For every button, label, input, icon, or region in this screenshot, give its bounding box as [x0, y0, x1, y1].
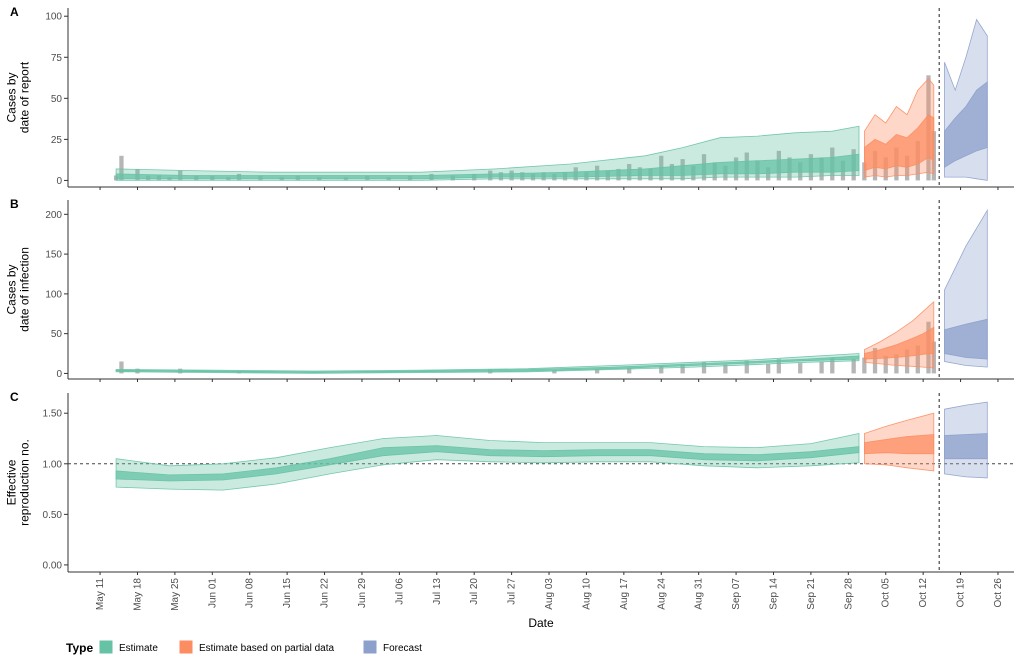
x-tick-label: Oct 12 — [918, 578, 929, 608]
data-bar — [723, 364, 728, 374]
data-bar — [872, 347, 878, 374]
data-bar — [915, 345, 920, 374]
panel-tag: A — [10, 5, 19, 19]
x-axis-title: Date — [528, 616, 554, 630]
data-bar — [680, 363, 685, 374]
forecast-interval-50 — [944, 318, 988, 360]
data-bar — [594, 369, 600, 374]
panel-tag: B — [10, 197, 19, 211]
legend: Type Estimate Estimate based on partial da… — [66, 639, 422, 655]
x-tick-label: Jul 13 — [432, 578, 443, 605]
legend-key-estimate — [98, 639, 114, 655]
x-tick-label: Jun 22 — [320, 578, 331, 608]
x-tick-label: May 25 — [170, 578, 181, 611]
legend-label-estimate: Estimate — [119, 643, 158, 654]
y-tick-label: 0 — [56, 176, 62, 187]
y-tick-label: 200 — [45, 210, 62, 221]
forecast-interval-50 — [944, 81, 988, 169]
x-tick-label: Sep 21 — [806, 578, 817, 610]
x-tick-label: Aug 31 — [694, 578, 705, 610]
data-bar — [851, 359, 856, 374]
estimate-interval-50 — [115, 445, 860, 482]
legend-key-partial — [178, 639, 194, 655]
y-tick-label: 1.00 — [43, 459, 63, 470]
x-tick-label: Oct 26 — [993, 578, 1004, 608]
partial-interval-50 — [864, 114, 935, 172]
y-tick-label: 50 — [51, 329, 63, 340]
x-tick-label: Jun 15 — [282, 578, 293, 608]
x-tick-label: Sep 07 — [731, 578, 742, 610]
x-tick-label: Oct 05 — [881, 578, 892, 608]
y-tick-label: 75 — [51, 53, 63, 64]
legend-key-forecast — [362, 639, 378, 655]
y-tick-label: 25 — [51, 135, 63, 146]
data-bar — [830, 357, 835, 374]
x-tick-label: Jul 20 — [469, 578, 480, 605]
data-bar — [798, 363, 803, 374]
x-tick-label: May 11 — [95, 578, 106, 610]
x-tick-label: Jun 08 — [245, 578, 256, 608]
panel-tag: C — [10, 390, 19, 404]
data-bar — [766, 363, 771, 374]
y-axis-title: Cases by — [5, 72, 19, 122]
x-tick-label: Sep 28 — [843, 578, 854, 610]
x-tick-label: Aug 17 — [619, 578, 630, 610]
y-tick-label: 100 — [45, 12, 62, 23]
y-axis-title: date of infection — [18, 247, 32, 332]
panel-b: B Cases by date of infection 0 50 100 150 200 — [5, 197, 1014, 382]
y-axis-title: Cases by — [5, 264, 19, 314]
estimate-interval-90 — [115, 433, 860, 491]
partial-interval-50 — [864, 326, 935, 360]
x-tick-label: Jul 27 — [507, 578, 518, 605]
x-tick-label: May 18 — [132, 578, 143, 611]
data-bar — [119, 361, 124, 374]
x-tick-label: Aug 10 — [581, 578, 592, 610]
y-tick-label: 1.50 — [43, 409, 63, 420]
data-bar — [627, 367, 632, 374]
data-bar — [904, 155, 910, 181]
x-axis-labels: May 11 May 18 May 25 Jun 01 Jun 08 Jun 15 Jun … — [95, 578, 1004, 611]
data-bar — [119, 155, 124, 181]
data-bar — [744, 360, 749, 374]
y-tick-label: 0.50 — [43, 510, 63, 521]
y-tick-label: 150 — [45, 250, 62, 261]
estimate-interval-50 — [115, 153, 860, 180]
y-axis-title: reproduction no. — [18, 439, 32, 526]
x-tick-label: Sep 14 — [768, 578, 779, 610]
y-axis-title: Effective — [5, 459, 19, 505]
partial-interval-50 — [864, 434, 935, 455]
panel-a: A Cases by date of report 0 25 50 75 100 — [5, 5, 1014, 190]
data-bar — [552, 370, 557, 374]
y-tick-label: 100 — [45, 289, 62, 300]
y-axis-title: date of report — [18, 61, 32, 133]
data-bar — [701, 361, 707, 374]
x-tick-label: Jul 06 — [394, 578, 405, 605]
y-tick-label: 0 — [56, 369, 62, 380]
legend-label-partial: Estimate based on partial data — [199, 643, 335, 654]
x-tick-label: Aug 24 — [656, 578, 667, 610]
data-bar — [766, 167, 771, 181]
forecast-interval-50 — [944, 433, 988, 460]
x-tick-label: Jun 01 — [207, 578, 218, 608]
estimate-interval-50 — [115, 355, 860, 374]
legend-label-forecast: Forecast — [383, 643, 422, 654]
data-bar — [862, 357, 867, 374]
y-tick-label: 0.00 — [43, 560, 63, 571]
legend-title: Type — [66, 641, 93, 655]
panel-c: C Effective reproduction no. 0.00 0.50 1.00 1.… — [5, 390, 1014, 575]
data-bar — [894, 354, 899, 374]
data-bar — [659, 365, 664, 374]
data-bar — [904, 349, 910, 374]
x-tick-label: Oct 19 — [956, 578, 967, 608]
x-tick-label: Aug 03 — [544, 578, 555, 610]
data-bar — [776, 359, 781, 374]
data-bar — [819, 361, 824, 374]
y-tick-label: 50 — [51, 94, 63, 105]
x-tick-label: Jun 29 — [357, 578, 368, 608]
